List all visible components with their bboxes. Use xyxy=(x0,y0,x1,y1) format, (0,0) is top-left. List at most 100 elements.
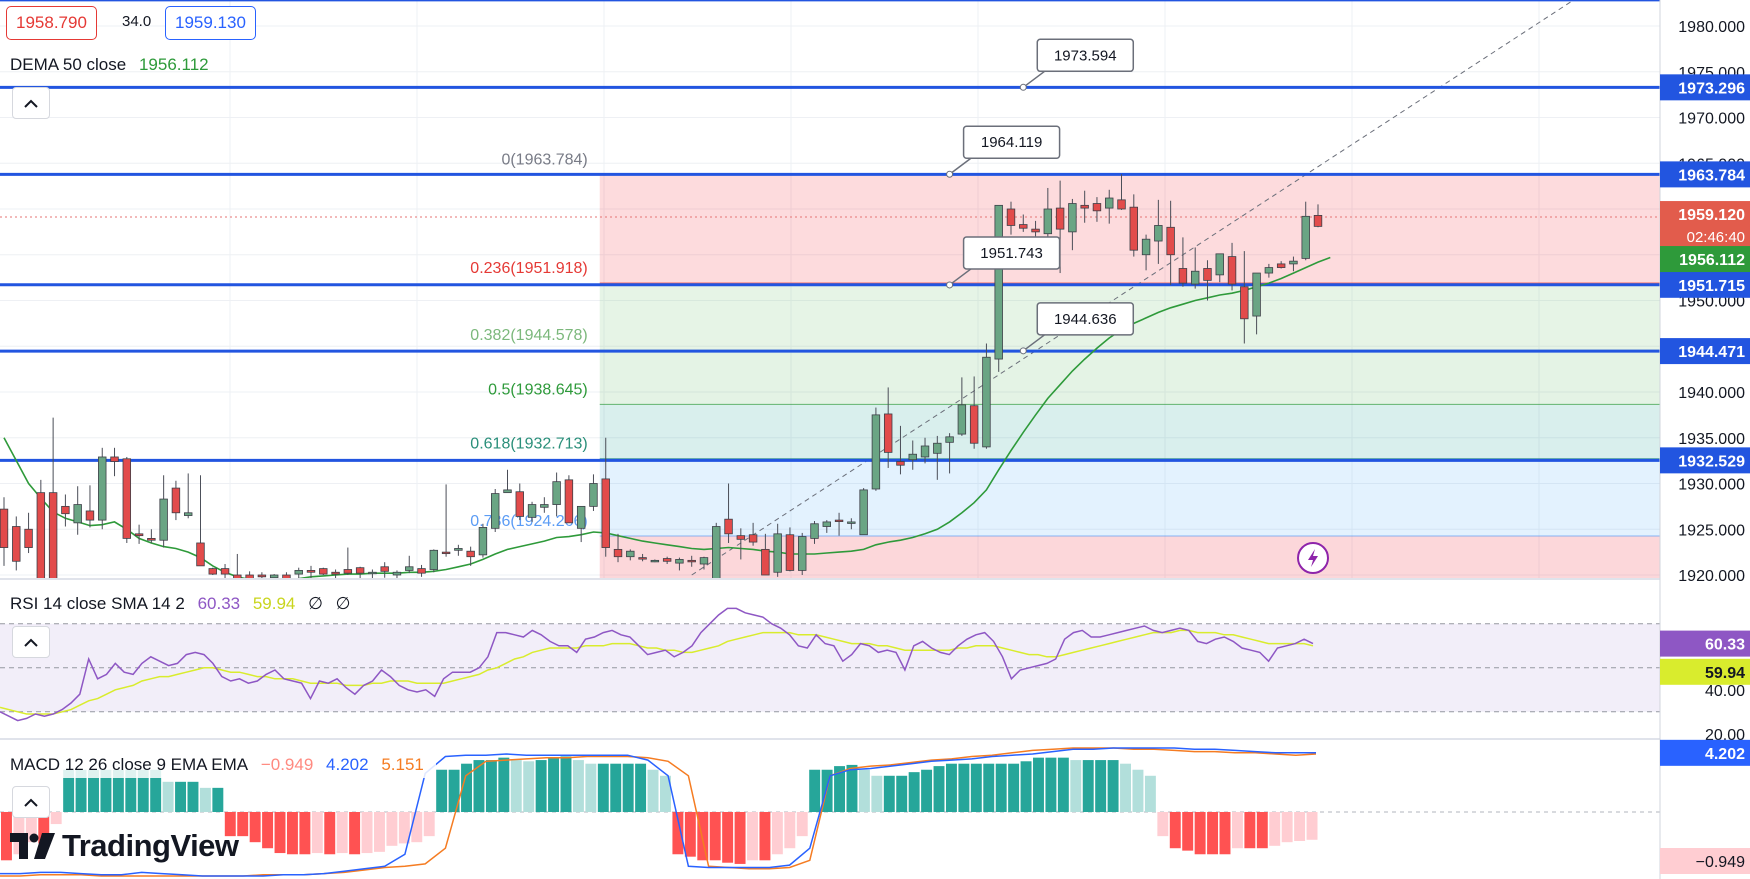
macd-histogram-bar xyxy=(112,769,124,812)
callout-text: 1964.119 xyxy=(981,134,1042,151)
candle-body xyxy=(883,413,893,453)
price-label-bg xyxy=(1660,161,1750,188)
candle-body xyxy=(540,504,549,508)
candle xyxy=(1166,200,1175,285)
main-pane: 0(1963.784) 0.236(1951.918) 0.382(1944.578… xyxy=(0,0,1660,578)
candle-body xyxy=(1301,215,1310,259)
candle-body xyxy=(1264,267,1274,274)
candle xyxy=(1301,201,1310,261)
rsi-legend: RSI 14 close SMA 14 2 60.33 59.94 ∅ ∅ xyxy=(6,591,363,617)
tradingview-logo[interactable]: TradingView xyxy=(10,828,239,864)
callout-anchor xyxy=(1019,347,1027,355)
fib-level-label: 0(1963.784) xyxy=(501,151,587,168)
macd-histogram-bar xyxy=(921,769,933,812)
candle xyxy=(957,377,967,436)
candle xyxy=(269,574,279,578)
candle xyxy=(883,387,893,468)
candle-body xyxy=(1105,197,1114,209)
macd-histogram-bar xyxy=(50,812,62,825)
candle-body xyxy=(1227,256,1237,285)
fib-level-label: 0.236(1951.918) xyxy=(470,260,587,277)
candle-body xyxy=(601,478,610,548)
macd-histogram-bar xyxy=(1082,760,1094,812)
candle xyxy=(945,433,954,474)
candle xyxy=(527,501,537,522)
candle-body xyxy=(552,481,561,505)
candle-body xyxy=(441,551,451,555)
fib-zone xyxy=(599,458,1660,536)
macd-histogram-bar xyxy=(411,812,423,843)
macd-histogram-bar xyxy=(597,763,609,812)
candle xyxy=(798,532,807,575)
candle-body xyxy=(1080,204,1089,209)
candle-body xyxy=(626,550,635,558)
main-pane-collapse-button[interactable] xyxy=(12,87,50,119)
macd-histogram-bar xyxy=(249,812,261,843)
candle-body xyxy=(233,574,242,578)
chevron-up-icon xyxy=(24,638,38,647)
candle-body xyxy=(1178,268,1188,284)
macd-histogram-bar xyxy=(747,812,758,861)
candle-body xyxy=(773,533,782,573)
candle-body xyxy=(564,479,574,524)
candle-body xyxy=(638,557,647,560)
candle xyxy=(1068,198,1077,251)
macd-histogram-bar xyxy=(423,812,435,837)
macd-histogram-bar xyxy=(834,766,846,812)
candle-body xyxy=(933,442,942,454)
candle-body xyxy=(245,574,254,578)
candle xyxy=(933,435,942,480)
rsi-legend-extra-2: ∅ xyxy=(335,594,351,613)
macd-histogram-bar xyxy=(1194,812,1206,855)
candle xyxy=(1006,201,1016,235)
candle-body xyxy=(417,568,426,574)
fib-zone xyxy=(599,535,1660,578)
dema-legend: DEMA 50 close 1956.112 xyxy=(10,55,209,75)
candle-body xyxy=(208,568,217,575)
candle-body xyxy=(147,538,156,541)
candle-body xyxy=(294,570,303,575)
candle-body xyxy=(48,492,58,578)
macd-histogram-bar xyxy=(635,763,647,812)
macd-histogram-bar xyxy=(1219,812,1231,855)
candle xyxy=(12,516,21,571)
macd-histogram-bar xyxy=(274,812,286,854)
macd-pane-collapse-button[interactable] xyxy=(12,786,50,818)
candle-body xyxy=(994,204,1003,360)
bid-price-button[interactable]: 1958.790 xyxy=(6,6,97,40)
candle-body xyxy=(1276,263,1286,268)
macd-histogram-bar xyxy=(63,769,75,812)
macd-histogram-bar xyxy=(846,764,858,812)
macd-histogram-bar xyxy=(958,763,970,812)
candle-body xyxy=(331,571,340,575)
current-price-label: 1959.120 xyxy=(1678,207,1745,224)
candle xyxy=(675,557,684,571)
macd-histogram-bar xyxy=(286,812,298,855)
price-level-label: 1932.529 xyxy=(1678,453,1745,470)
macd-histogram-bar xyxy=(1157,812,1169,837)
candle xyxy=(515,483,524,521)
candle xyxy=(503,469,512,494)
macd-histogram-bar xyxy=(734,812,746,864)
rsi-line xyxy=(0,607,1314,722)
candle xyxy=(0,497,9,566)
lightning-alert-icon xyxy=(1297,542,1329,574)
candle xyxy=(110,447,119,477)
candle-body xyxy=(724,518,733,535)
candle-body xyxy=(380,566,389,572)
macd-histogram-bar xyxy=(572,760,584,812)
rsi-pane-collapse-button[interactable] xyxy=(12,626,50,658)
macd-histogram-bar xyxy=(25,812,37,843)
candle-body xyxy=(1289,260,1298,265)
candle-body xyxy=(896,461,905,466)
macd-histogram-bar xyxy=(1020,761,1032,812)
candle-body xyxy=(908,453,917,461)
candle xyxy=(1129,194,1139,257)
candle-body xyxy=(85,510,95,521)
price-axis-bg xyxy=(1660,0,1750,879)
ask-price-button[interactable]: 1959.130 xyxy=(165,6,256,40)
candle-body xyxy=(589,483,598,507)
macd-histogram-bar xyxy=(1231,812,1243,849)
candle xyxy=(73,486,82,535)
